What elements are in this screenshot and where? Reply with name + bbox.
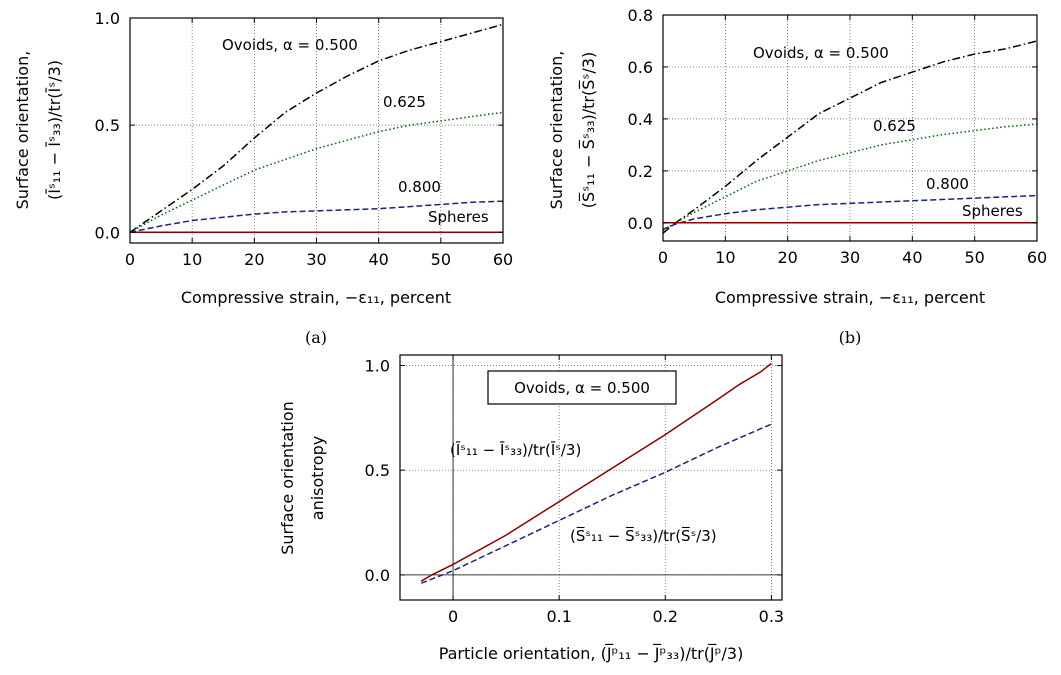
annotation-box-text: Ovoids, α = 0.500 [514, 379, 650, 397]
x-tick-label: 0.3 [759, 607, 784, 626]
x-axis-label: Particle orientation, (J̅ᵖ₁₁ − J̅ᵖ₃₃)/tr… [439, 644, 744, 663]
x-tick-label: 20 [777, 248, 797, 267]
chart-panel-b: 0 10 20 30 40 50 60 0.0 0.2 0.4 0.6 0.8 Compressive … [547, 6, 1047, 347]
series-line-2 [420, 423, 772, 584]
y-axis-label-line2: (Īˢ₁₁ − Īˢ₃₃)/tr(Īˢ/3) [45, 60, 64, 200]
y-tick-label: 0.2 [628, 162, 653, 181]
series-line-3 [663, 194, 1037, 230]
chart-panel-a: 0 10 20 30 40 50 60 0.0 0.5 1.0 Compressive strain… [13, 9, 513, 347]
x-tick-label: 50 [431, 250, 451, 269]
x-tick-label: 20 [244, 250, 264, 269]
curve-annotation: Spheres [428, 208, 489, 226]
y-axis-label-line2: (S̅ˢ₁₁ − S̅ˢ₃₃)/tr(S̅ˢ/3) [579, 52, 598, 208]
x-tick-label: 10 [182, 250, 202, 269]
x-tick-label: 60 [493, 250, 513, 269]
y-tick-label: 0.0 [628, 214, 653, 233]
plot-frame [399, 354, 783, 601]
y-tick-label: 0.5 [365, 461, 390, 480]
x-tick-label: 0 [125, 250, 135, 269]
curve-annotation: 0.800 [926, 175, 969, 193]
y-tick-label: 1.0 [365, 356, 390, 375]
y-axis-label-line1: Surface orientation, [13, 51, 32, 210]
curve-annotation: Spheres [962, 202, 1023, 220]
curve-annotation: 0.625 [383, 93, 426, 111]
x-tick-label: 30 [840, 248, 860, 267]
series-label: (S̅ˢ₁₁ − S̅ˢ₃₃)/tr(S̅ˢ/3) [570, 526, 717, 545]
y-tick-label: 0.0 [365, 566, 390, 585]
x-tick-label: 0 [448, 607, 458, 626]
x-tick-label: 0.1 [546, 607, 571, 626]
y-tick-label: 0.4 [628, 110, 653, 129]
panel-label: (a) [305, 328, 327, 347]
annotation-box [487, 370, 677, 405]
x-axis-label: Compressive strain, −ε₁₁, percent [715, 288, 985, 307]
y-tick-label: 0.0 [95, 223, 120, 242]
x-tick-label: 0.2 [653, 607, 678, 626]
curve-annotation: Ovoids, α = 0.500 [222, 36, 358, 54]
chart-panel-c: 0 0.1 0.2 0.3 0.0 0.5 1.0 Particle orientation,… [278, 354, 784, 663]
curve-annotation: Ovoids, α = 0.500 [753, 44, 889, 62]
series-line-2 [663, 123, 1037, 232]
series-line-1 [663, 40, 1037, 234]
series-line-1 [130, 23, 503, 233]
x-tick-label: 0 [658, 248, 668, 267]
series-label: (Īˢ₁₁ − Īˢ₃₃)/tr(Īˢ/3) [450, 441, 581, 459]
y-axis-label-line1: Surface orientation, [547, 51, 566, 210]
x-tick-label: 40 [368, 250, 388, 269]
y-tick-label: 0.6 [628, 58, 653, 77]
y-tick-label: 0.5 [95, 116, 120, 135]
x-tick-label: 40 [902, 248, 922, 267]
y-axis-label-line1: Surface orientation [278, 401, 297, 555]
x-tick-label: 10 [715, 248, 735, 267]
panel-label: (b) [839, 328, 862, 347]
series-line-3 [130, 200, 503, 234]
x-tick-label: 50 [964, 248, 984, 267]
y-tick-label: 1.0 [95, 9, 120, 28]
x-tick-label: 60 [1027, 248, 1047, 267]
y-tick-label: 0.8 [628, 6, 653, 25]
series-line-2 [130, 111, 503, 233]
x-axis-label: Compressive strain, −ε₁₁, percent [181, 288, 451, 307]
curve-annotation: 0.800 [398, 178, 441, 196]
y-axis-label-line2: anisotropy [308, 436, 327, 520]
series-line-1 [420, 362, 772, 582]
x-tick-label: 30 [306, 250, 326, 269]
curve-annotation: 0.625 [873, 117, 916, 135]
